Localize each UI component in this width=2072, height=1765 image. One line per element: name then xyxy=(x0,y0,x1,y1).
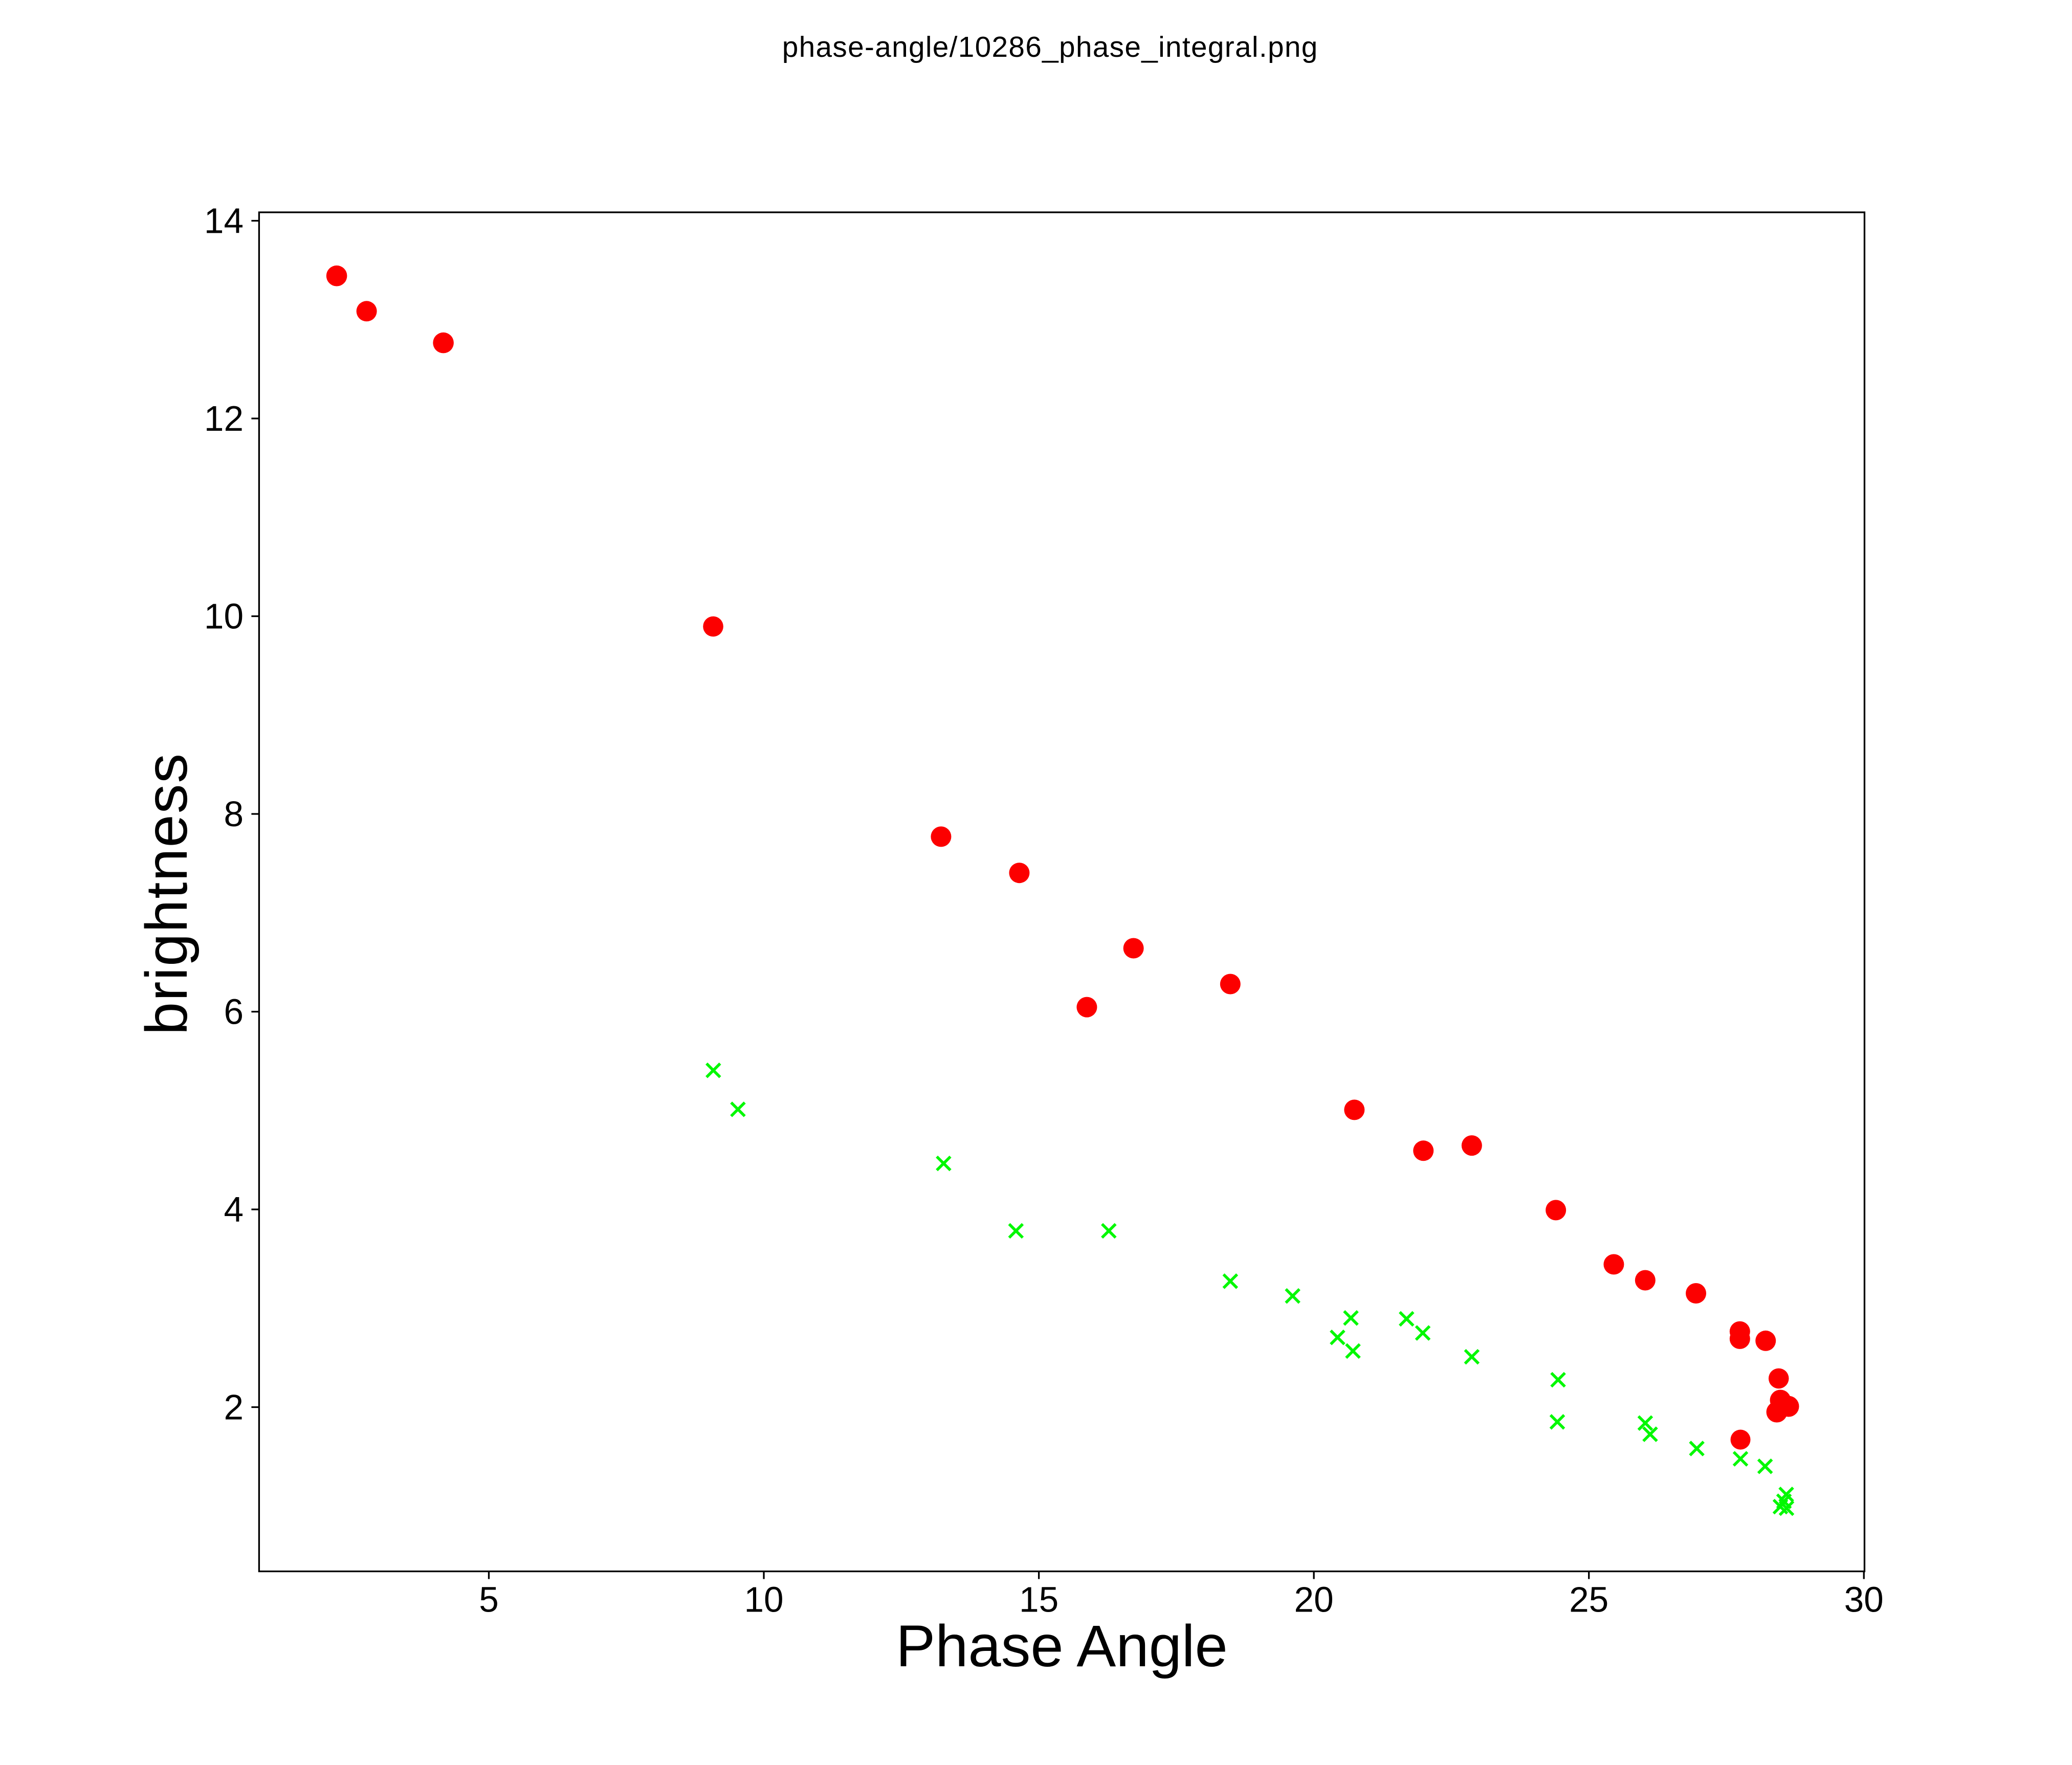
svg-text:4: 4 xyxy=(224,1189,244,1229)
svg-text:10: 10 xyxy=(204,597,244,636)
svg-text:15: 15 xyxy=(1019,1580,1059,1620)
svg-text:5: 5 xyxy=(479,1580,499,1620)
svg-text:20: 20 xyxy=(1294,1580,1334,1620)
svg-text:10: 10 xyxy=(744,1580,783,1620)
svg-text:Phase Angle: Phase Angle xyxy=(896,1613,1228,1679)
svg-text:6: 6 xyxy=(224,992,244,1032)
svg-text:2: 2 xyxy=(224,1387,244,1427)
svg-text:25: 25 xyxy=(1569,1580,1608,1620)
svg-text:8: 8 xyxy=(224,794,244,834)
svg-text:30: 30 xyxy=(1844,1580,1884,1620)
svg-text:phase-angle/10286_phase_integr: phase-angle/10286_phase_integral.png xyxy=(782,31,1318,63)
svg-text:14: 14 xyxy=(204,201,244,241)
svg-text:brightness: brightness xyxy=(134,753,200,1035)
svg-text:12: 12 xyxy=(204,399,244,438)
